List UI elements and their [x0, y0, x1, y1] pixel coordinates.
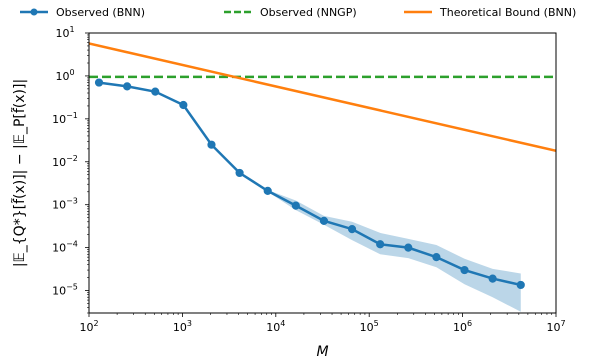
observed-bnn-point [123, 82, 132, 91]
observed-bnn-line [98, 81, 522, 287]
x-tick-label: 103 [173, 319, 192, 334]
observed-bnn-point [263, 186, 272, 195]
legend: Observed (BNN) Observed (NNGP) Theoretical… [20, 6, 576, 19]
observed-bnn-point [151, 87, 160, 96]
y-tick-label: 101 [55, 25, 74, 40]
x-tick-label: 102 [79, 319, 98, 334]
observed-bnn-point [404, 243, 413, 252]
plot-frame [88, 32, 557, 314]
y-tick-label: 10−2 [52, 154, 78, 169]
x-axis-label: M [316, 344, 328, 360]
y-tick-label: 10−5 [52, 283, 78, 298]
observed-bnn-point [291, 201, 300, 210]
legend-item-observed-bnn: Observed (BNN) [20, 6, 145, 19]
observed-bnn-point [432, 253, 441, 262]
observed-bnn-point [488, 274, 497, 283]
y-tick-label: 10−3 [52, 197, 78, 212]
x-tick-label: 107 [546, 319, 565, 334]
legend-label: Observed (BNN) [56, 6, 145, 19]
y-axis-label: |𝔼_{Q*}[f̃(x)]| − |𝔼_P[f̃(x)]| [11, 79, 28, 267]
observed-bnn-point [347, 225, 357, 234]
y-tick-label: 100 [55, 68, 74, 83]
observed-bnn-point [376, 240, 385, 249]
axes-layer: 102 103 104 105 106 107 10−5 10−4 10−3 10−2 10−1 10… [52, 25, 565, 334]
x-tick-label: 105 [360, 319, 379, 334]
theoretical-bound-bnn-line [89, 42, 556, 153]
confidence-band-layer [99, 82, 521, 312]
observed-bnn-band [99, 82, 521, 312]
legend-label: Theoretical Bound (BNN) [439, 6, 576, 19]
legend-item-observed-nngp: Observed (NNGP) [224, 6, 357, 19]
legend-marker [30, 8, 38, 16]
observed-bnn-point [460, 265, 469, 275]
y-tick-label: 10−4 [52, 240, 78, 255]
legend-label: Observed (NNGP) [260, 6, 357, 19]
observed-bnn-point [516, 280, 525, 290]
y-tick-label: 10−1 [52, 111, 78, 126]
observed-bnn-point [235, 168, 244, 178]
observed-bnn-point [179, 100, 188, 110]
legend-item-theoretical-bound-bnn: Theoretical Bound (BNN) [404, 6, 576, 19]
x-tick-label: 106 [453, 319, 472, 334]
observed-bnn-point [94, 78, 104, 87]
series-layer [89, 42, 556, 290]
x-tick-label: 104 [266, 319, 285, 334]
observed-bnn-point [319, 216, 329, 225]
observed-bnn-point [207, 140, 216, 149]
